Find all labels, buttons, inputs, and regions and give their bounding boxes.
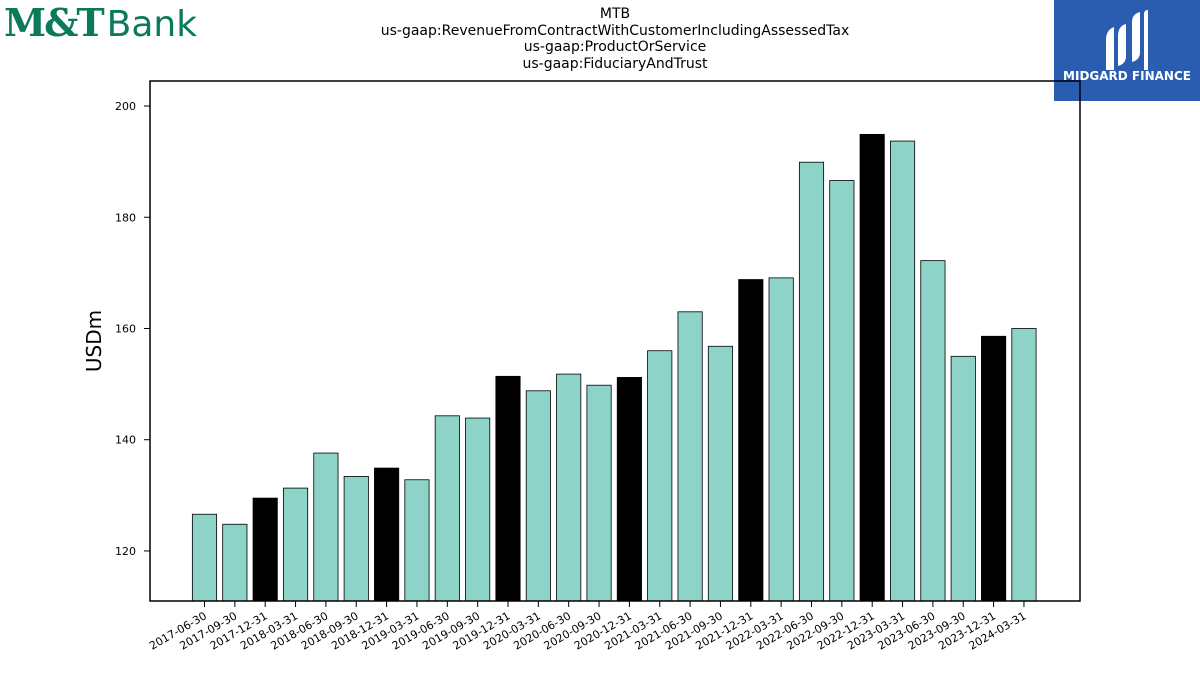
bars-group	[191, 133, 1037, 602]
bar-2020-06-30	[556, 373, 582, 602]
bar-2021-12-31	[738, 279, 764, 602]
y-tick-label: 200	[115, 100, 136, 113]
y-tick-label: 140	[115, 434, 136, 447]
bar-2019-12-31	[495, 375, 521, 602]
bank-logo: M&T Bank	[4, 0, 198, 45]
y-tick-label: 180	[115, 211, 136, 224]
bar-2022-09-30	[829, 180, 855, 602]
bar-2017-06-30	[191, 513, 218, 602]
partner-logo: MIDGARD FINANCE	[1054, 0, 1200, 101]
bar-2021-06-30	[677, 311, 703, 602]
partner-logo-icon	[1106, 10, 1148, 70]
bar-2020-03-31	[525, 390, 551, 602]
bar-2023-03-31	[890, 140, 916, 602]
bar-2019-03-31	[404, 479, 430, 602]
bank-logo-word: Bank	[106, 4, 198, 45]
bar-2018-06-30	[313, 452, 339, 602]
bar-2022-12-31	[859, 133, 885, 602]
title-line-member: us-gaap:FiduciaryAndTrust	[522, 55, 708, 72]
bar-2022-03-31	[768, 277, 794, 602]
chart-title: MTB us-gaap:RevenueFromContractWithCusto…	[365, 6, 865, 72]
bar-2023-06-30	[920, 260, 946, 602]
title-line-concept: us-gaap:RevenueFromContractWithCustomerI…	[380, 22, 850, 39]
bar-2021-03-31	[647, 350, 673, 602]
title-line-ticker: MTB	[599, 6, 631, 22]
title-line-axis: us-gaap:ProductOrService	[523, 39, 707, 55]
y-axis-label: USDm	[82, 310, 106, 372]
bar-2020-09-30	[586, 384, 612, 602]
bar-2018-03-31	[282, 487, 309, 602]
plot-frame	[149, 80, 1081, 602]
y-axis: 120 140 160 180 200	[115, 100, 150, 558]
x-axis: 2017-06-302017-09-302017-12-312018-03-31…	[147, 601, 1028, 653]
bar-2018-12-31	[374, 467, 400, 602]
bar-2017-09-30	[222, 523, 248, 602]
bar-2022-06-30	[798, 161, 825, 602]
y-tick-label: 120	[115, 545, 136, 558]
bar-2019-06-30	[434, 415, 460, 602]
bar-2024-03-31	[1011, 328, 1037, 602]
bar-2018-09-30	[343, 476, 369, 602]
partner-logo-name: MIDGARD FINANCE	[1063, 69, 1191, 83]
bar-2021-09-30	[707, 345, 733, 602]
bar-2017-12-31	[252, 497, 278, 602]
bar-2020-12-31	[616, 377, 642, 602]
bank-logo-mark: M&T	[4, 0, 105, 45]
bar-2023-09-30	[950, 355, 976, 602]
bar-2023-12-31	[981, 335, 1007, 602]
bar-2019-09-30	[465, 417, 491, 602]
y-tick-label: 160	[115, 322, 136, 335]
